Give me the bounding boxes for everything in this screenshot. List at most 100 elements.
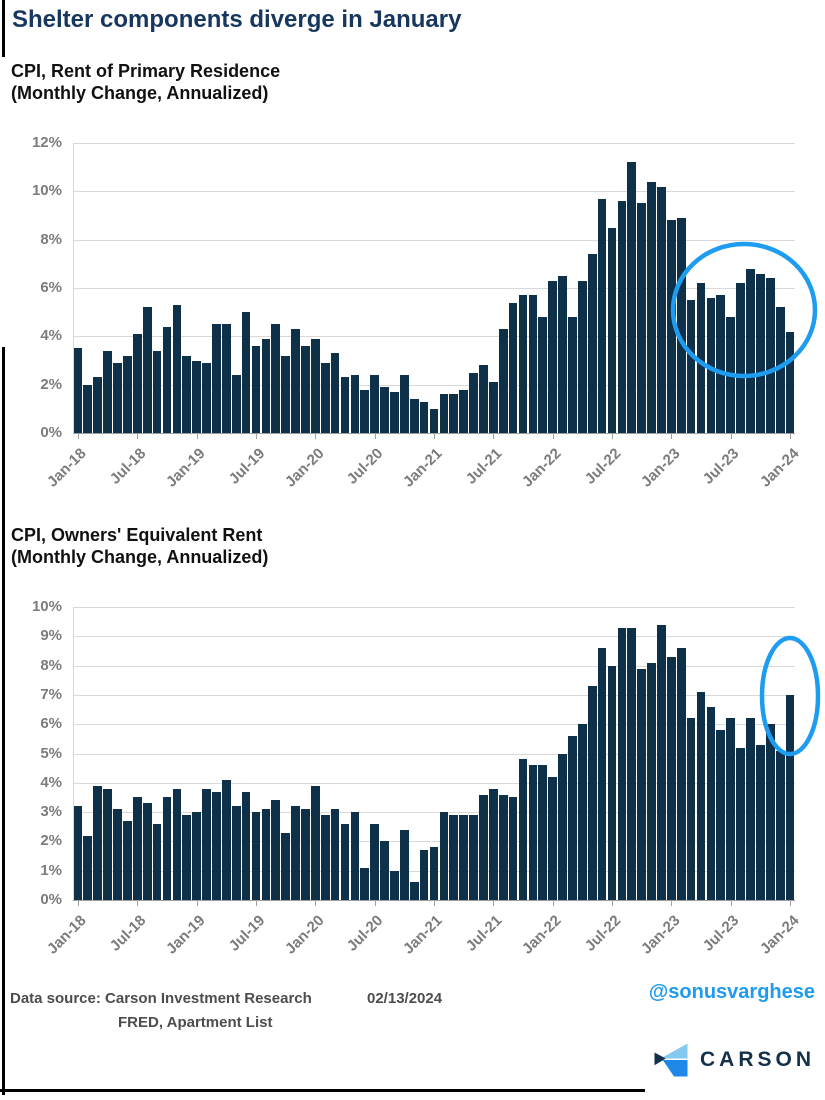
chart-bar xyxy=(132,797,142,900)
chart-bar xyxy=(459,815,468,900)
chart-bar xyxy=(123,820,132,900)
chart-bar xyxy=(785,694,795,900)
chart-bar xyxy=(202,362,211,433)
chart-bar xyxy=(310,338,320,433)
chart-bar xyxy=(152,350,162,433)
x-axis-tickmark xyxy=(374,433,376,439)
x-axis-tickmark xyxy=(137,433,139,439)
chart-bar xyxy=(696,691,706,900)
chart-bar xyxy=(113,809,122,900)
y-axis-label-6pct: 6% xyxy=(40,279,62,296)
chart-bar xyxy=(716,295,726,433)
chart-bar xyxy=(578,724,587,900)
x-axis-tickmark xyxy=(730,900,732,906)
y-axis-label-3pct: 3% xyxy=(40,803,62,821)
chart-bar xyxy=(508,797,518,900)
x-axis-label-Jan-20: Jan-20 xyxy=(281,445,328,491)
x-axis-tickmark xyxy=(552,900,554,906)
x-axis-tickmark xyxy=(137,900,139,906)
y-axis-label-2pct: 2% xyxy=(40,375,62,393)
chart-bar xyxy=(746,268,755,433)
chart-bar xyxy=(231,375,241,433)
gridline-10pct xyxy=(73,607,795,608)
chart-bar xyxy=(281,832,290,900)
y-axis-label-8pct: 8% xyxy=(40,230,62,248)
y-axis-label-0pct: 0% xyxy=(40,891,62,908)
chart-bar xyxy=(202,788,211,900)
x-axis-label-Jan-19: Jan-19 xyxy=(163,912,209,958)
chart-bar xyxy=(765,278,775,433)
x-axis-label-Jul-23: Jul-23 xyxy=(700,912,743,955)
chart-bar xyxy=(657,624,666,900)
x-axis-tickmark xyxy=(255,900,257,906)
chart-bar xyxy=(172,788,182,900)
chart-bar xyxy=(775,307,785,433)
chart-bar xyxy=(775,750,785,900)
chart-bar xyxy=(291,329,300,433)
chart-bar xyxy=(409,399,419,433)
chart-bar xyxy=(498,794,508,900)
x-axis-tickmark xyxy=(77,900,79,906)
chart-bar xyxy=(637,668,647,900)
gridline-7pct xyxy=(73,694,795,696)
y-axis-label-10pct: 10% xyxy=(31,598,62,615)
chart-bar xyxy=(370,375,379,433)
y-axis-label-4pct: 4% xyxy=(40,773,62,791)
x-axis-label-Jul-22: Jul-22 xyxy=(581,912,625,955)
y-axis-label-1pct: 1% xyxy=(40,861,62,879)
x-axis-tickmark xyxy=(730,433,732,439)
y-axis-label-8pct: 8% xyxy=(40,656,62,674)
x-axis-label-Jul-18: Jul-18 xyxy=(106,445,150,488)
x-axis-tickmark xyxy=(671,433,673,439)
chart-bar xyxy=(212,324,221,433)
carson-logo-text: CARSON xyxy=(700,1048,816,1071)
y-axis-line xyxy=(73,143,74,433)
x-axis-label-Jan-22: Jan-22 xyxy=(519,445,565,491)
x-axis-label-Jan-23: Jan-23 xyxy=(637,912,684,958)
frame-border-bottom xyxy=(0,1089,645,1092)
x-axis-label-Jan-20: Jan-20 xyxy=(281,912,328,958)
chart-bar xyxy=(449,815,459,900)
chart-bar xyxy=(212,791,221,900)
chart-bar xyxy=(587,686,597,900)
chart-bar xyxy=(736,747,745,900)
chart-bar xyxy=(548,280,558,433)
chart-bar xyxy=(607,665,617,900)
chart-bar xyxy=(726,317,736,433)
chart-bar xyxy=(370,823,379,900)
carson-logo: CARSON xyxy=(653,1039,815,1081)
chart-bar xyxy=(142,803,152,900)
y-axis-label-4pct: 4% xyxy=(40,327,62,345)
chart-bar xyxy=(637,203,647,433)
chart-bar xyxy=(419,850,429,900)
chart-bar xyxy=(320,362,330,433)
chart-bar xyxy=(261,338,271,433)
x-axis-label-Jul-19: Jul-19 xyxy=(225,445,269,488)
chart-bar xyxy=(676,217,686,433)
chart-bar xyxy=(657,186,666,433)
chart-bar xyxy=(538,317,548,433)
chart-bar xyxy=(103,788,112,900)
chart-bar xyxy=(558,753,567,900)
chart-bar xyxy=(360,389,370,433)
gridline-3pct xyxy=(73,812,795,814)
chart-bar xyxy=(93,785,103,900)
x-axis-tickmark xyxy=(315,900,317,906)
x-axis-tickmark xyxy=(196,433,198,439)
frame-border-left-top xyxy=(2,0,5,57)
chart-bar xyxy=(162,797,172,900)
chart-bar xyxy=(518,759,528,900)
chart-bar xyxy=(221,324,231,433)
chart-bar xyxy=(647,662,656,900)
chart1-subtitle: (Monthly Change, Annualized) xyxy=(11,83,269,103)
chart-bar xyxy=(627,627,637,900)
chart-bar xyxy=(390,391,399,433)
chart-bar xyxy=(350,375,360,433)
y-axis-label-12pct: 12% xyxy=(31,134,62,151)
chart-bar xyxy=(587,254,597,433)
chart1-header: CPI, Rent of Primary Residence (Monthly … xyxy=(11,60,280,104)
x-axis-tickmark xyxy=(255,433,257,439)
chart-bar xyxy=(93,377,103,433)
chart-bar xyxy=(686,718,696,900)
date-label: 02/13/2024 xyxy=(367,990,443,1007)
